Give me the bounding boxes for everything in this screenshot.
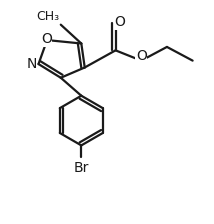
Text: CH₃: CH₃	[36, 10, 59, 23]
Text: O: O	[41, 32, 52, 46]
Text: N: N	[26, 57, 37, 71]
Text: O: O	[136, 49, 147, 63]
Text: Br: Br	[74, 161, 89, 175]
Text: O: O	[114, 15, 125, 29]
